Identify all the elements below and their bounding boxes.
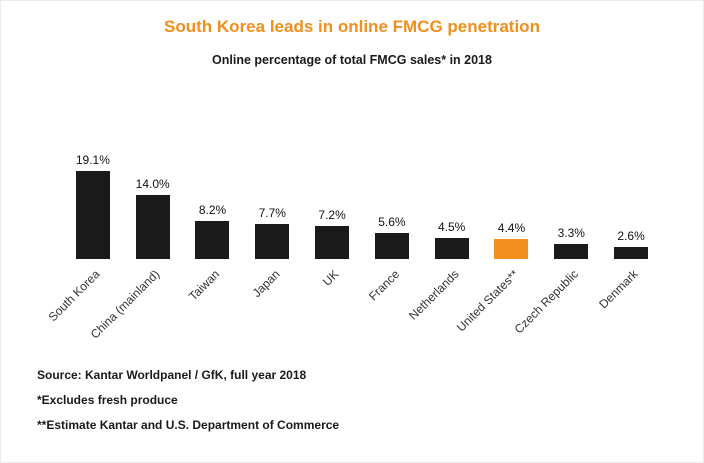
bar-value-label: 7.7%	[258, 206, 286, 220]
bar-column: 14.0% China (mainland)	[88, 96, 183, 342]
bar-column: 2.6% Denmark	[597, 96, 661, 311]
footnote-fresh-produce: *Excludes fresh produce	[37, 393, 178, 407]
bar-column: 4.5% Netherlands	[406, 96, 482, 323]
bar	[554, 244, 589, 259]
bar-column: 5.6% France	[362, 96, 422, 303]
bar-value-label: 19.1%	[75, 153, 110, 167]
bar-column: 19.1% South Korea	[46, 96, 123, 324]
bar	[75, 171, 110, 259]
bar-value-label: 4.5%	[438, 220, 466, 234]
bar-column: 8.2% Taiwan	[183, 96, 243, 303]
bar-column: 3.3% Czech Republic	[512, 96, 601, 336]
bar-value-label: 14.0%	[135, 177, 170, 191]
bar-value-label: 5.6%	[378, 215, 406, 229]
bar	[374, 233, 409, 259]
bars-container: 19.1% South Korea 14.0% China (mainland) 8.2…	[46, 96, 661, 342]
bar-column: 7.2% UK	[302, 96, 362, 289]
bar-value-label: 4.4%	[497, 221, 526, 235]
bar	[315, 226, 350, 259]
bar-column: 7.7% Japan	[242, 96, 302, 300]
bar-column: 4.4% United States**	[454, 96, 542, 334]
bar-value-label: 2.6%	[617, 229, 645, 243]
footnotes: Source: Kantar Worldpanel / GfK, full ye…	[37, 363, 703, 438]
bar-value-label: 8.2%	[198, 203, 227, 217]
bar	[434, 238, 469, 259]
footnote-us-estimate: **Estimate Kantar and U.S. Department of…	[37, 418, 340, 432]
chart-title: South Korea leads in online FMCG penetra…	[164, 17, 540, 36]
source-note: Source: Kantar Worldpanel / GfK, full ye…	[37, 368, 307, 382]
chart-subtitle: Online percentage of total FMCG sales* i…	[212, 53, 492, 67]
bar	[195, 221, 230, 259]
bar-value-label: 3.3%	[557, 226, 585, 240]
bar	[494, 239, 529, 259]
bar	[135, 195, 170, 259]
bar	[614, 247, 649, 259]
bar-chart: 19.1% South Korea 14.0% China (mainland) 8.2…	[46, 96, 661, 363]
bar-value-label: 7.2%	[318, 208, 346, 222]
bar	[255, 224, 290, 259]
